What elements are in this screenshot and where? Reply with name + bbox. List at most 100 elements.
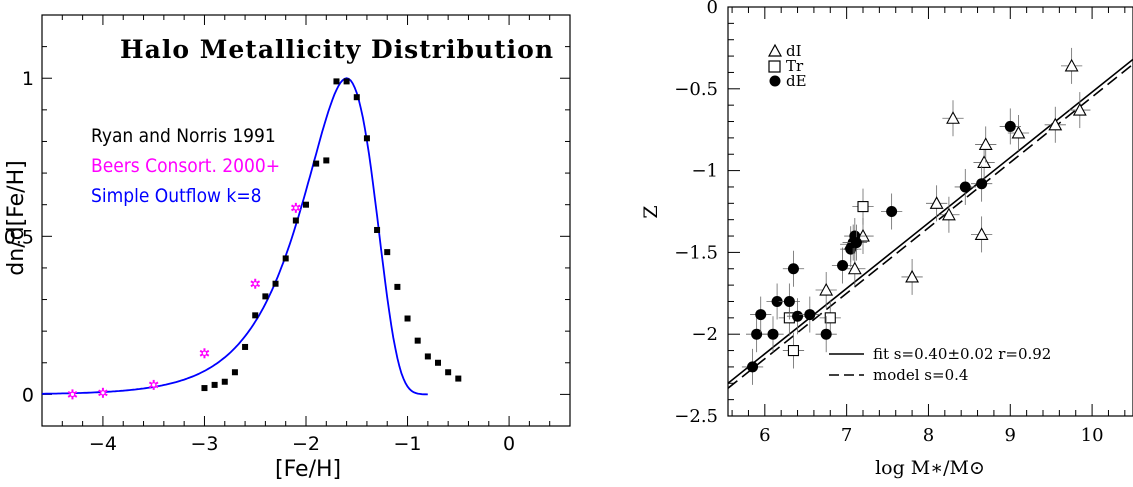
left-y-tick-label: 0.5 xyxy=(4,226,34,248)
right-x-tick-label: 6 xyxy=(759,425,770,446)
ryan-norris-point xyxy=(445,369,452,376)
left-x-axis-label: [Fe/H] xyxy=(275,457,341,482)
right-x-tick-label: 7 xyxy=(841,425,852,446)
dE-point xyxy=(845,224,868,261)
ryan-norris-point xyxy=(424,353,431,360)
dI-point xyxy=(1044,106,1066,143)
right-y-axis-label: Z xyxy=(640,205,662,218)
right-y-tick-label: −2.5 xyxy=(674,406,718,427)
dE-point xyxy=(831,247,854,284)
ryan-norris-point xyxy=(353,94,360,101)
left-x-tick-label: −3 xyxy=(190,433,218,455)
ryan-norris-point xyxy=(282,255,289,262)
Tr-point xyxy=(852,188,874,225)
dI-point xyxy=(973,144,995,181)
dE-point xyxy=(954,168,976,205)
right-x-tick-label: 8 xyxy=(923,425,934,446)
legend-Tr-square-icon xyxy=(768,60,781,73)
ryan-norris-point xyxy=(252,312,259,319)
right-legend: dI Tr dE xyxy=(767,42,807,90)
ryan-norris-point xyxy=(272,280,279,287)
ryan-norris-point xyxy=(455,375,462,382)
legend-Tr-label: Tr xyxy=(786,57,804,75)
halo-metallicity-chart: −4 −3 −2 −1 0 0 0.5 1 Halo Metallicity Distribu… xyxy=(4,14,571,482)
dI-point xyxy=(1007,114,1030,151)
right-x-tick-label: 9 xyxy=(1005,425,1016,446)
dE-point xyxy=(741,348,764,385)
dE-point xyxy=(750,296,772,333)
beers-consort-point xyxy=(148,379,159,390)
dE-point xyxy=(999,108,1021,145)
dE-point xyxy=(799,296,821,333)
ryan-norris-point xyxy=(221,378,228,385)
ryan-norris-point xyxy=(231,369,238,376)
dI-point xyxy=(901,258,923,295)
ryan-norris-point xyxy=(343,78,350,85)
right-plot-frame xyxy=(727,6,1133,417)
left-y-axis-label: dn/d[Fe/H] xyxy=(4,160,29,275)
left-x-tick-label: −1 xyxy=(394,433,422,455)
dI-point xyxy=(971,216,993,253)
ryan-norris-point xyxy=(303,201,309,208)
fit-line xyxy=(728,58,1133,384)
dE-point xyxy=(881,193,903,230)
beers-consort-point xyxy=(98,387,108,398)
fit-legend-label: fit s=0.40±0.02 r=0.92 xyxy=(873,345,1051,363)
ryan-norris-point xyxy=(414,337,421,344)
dI-point xyxy=(815,272,837,309)
legend-beers-consort: Beers Consort. 2000+ xyxy=(91,155,280,177)
right-y-tick-label: −1 xyxy=(691,161,718,182)
right-y-tick-label: −1.5 xyxy=(674,242,718,263)
right-x-axis-label: log M∗/M⊙ xyxy=(875,457,985,479)
left-x-tick-label: −2 xyxy=(292,433,320,455)
ryan-norris-point xyxy=(404,315,411,322)
ryan-norris-point xyxy=(333,78,340,85)
dE-point xyxy=(778,283,800,320)
dE-point xyxy=(762,316,784,353)
legend-dE-label: dE xyxy=(786,72,807,90)
right-fit-legend: fit s=0.40±0.02 r=0.92 model s=0.4 xyxy=(829,345,1051,384)
dI-point xyxy=(844,250,866,287)
Tr-point xyxy=(782,332,805,369)
model-legend-label: model s=0.4 xyxy=(873,366,968,384)
left-y-tick-label: 0 xyxy=(22,384,34,406)
left-x-tick-label: 0 xyxy=(503,433,515,455)
dE-point xyxy=(782,250,805,287)
dE-point xyxy=(815,316,837,353)
ryan-norris-point xyxy=(374,226,381,233)
dI-point xyxy=(1061,47,1083,84)
beers-consort-point xyxy=(291,202,301,213)
dI-point xyxy=(975,126,997,163)
ryan-norris-point xyxy=(242,343,249,350)
dE-point xyxy=(971,165,993,202)
beers-consort-point xyxy=(250,278,261,289)
dI-point xyxy=(942,100,964,137)
beers-consort-point xyxy=(199,348,210,359)
legend-dI-label: dI xyxy=(786,42,802,60)
dE-point xyxy=(766,283,788,320)
left-x-tick-label: −4 xyxy=(89,433,117,455)
ryan-norris-point xyxy=(211,381,218,388)
legend-dI-triangle-icon xyxy=(767,43,783,57)
ryan-norris-point xyxy=(435,359,441,366)
ryan-norris-point xyxy=(384,249,391,256)
ryan-norris-point xyxy=(262,293,269,300)
ryan-norris-point xyxy=(313,160,320,167)
left-plot-frame xyxy=(41,14,571,427)
Tr-point xyxy=(819,299,841,336)
ryan-norris-point xyxy=(323,157,330,164)
left-chart-title: Halo Metallicity Distribution xyxy=(120,35,554,64)
right-x-tick-label: 10 xyxy=(1081,425,1104,446)
ryan-norris-point xyxy=(292,217,299,224)
legend-dE-circle-icon xyxy=(769,75,781,87)
right-y-tick-label: −2 xyxy=(691,324,718,345)
legend-simple-outflow: Simple Outflow k=8 xyxy=(91,185,262,207)
legend-ryan-norris: Ryan and Norris 1991 xyxy=(91,125,276,147)
left-y-tick-label: 1 xyxy=(22,68,34,90)
dE-point xyxy=(746,316,768,353)
right-y-tick-label: −0.5 xyxy=(674,79,718,100)
right-y-tick-label: 0 xyxy=(707,0,718,18)
z-vs-stellar-mass-chart: 6 7 8 9 10 −2.5 −2 −1.5 −1 −0.5 0 log M∗/M⊙ Z dI T… xyxy=(640,0,1133,479)
ryan-norris-point xyxy=(363,135,370,142)
dI-point xyxy=(1069,92,1091,129)
